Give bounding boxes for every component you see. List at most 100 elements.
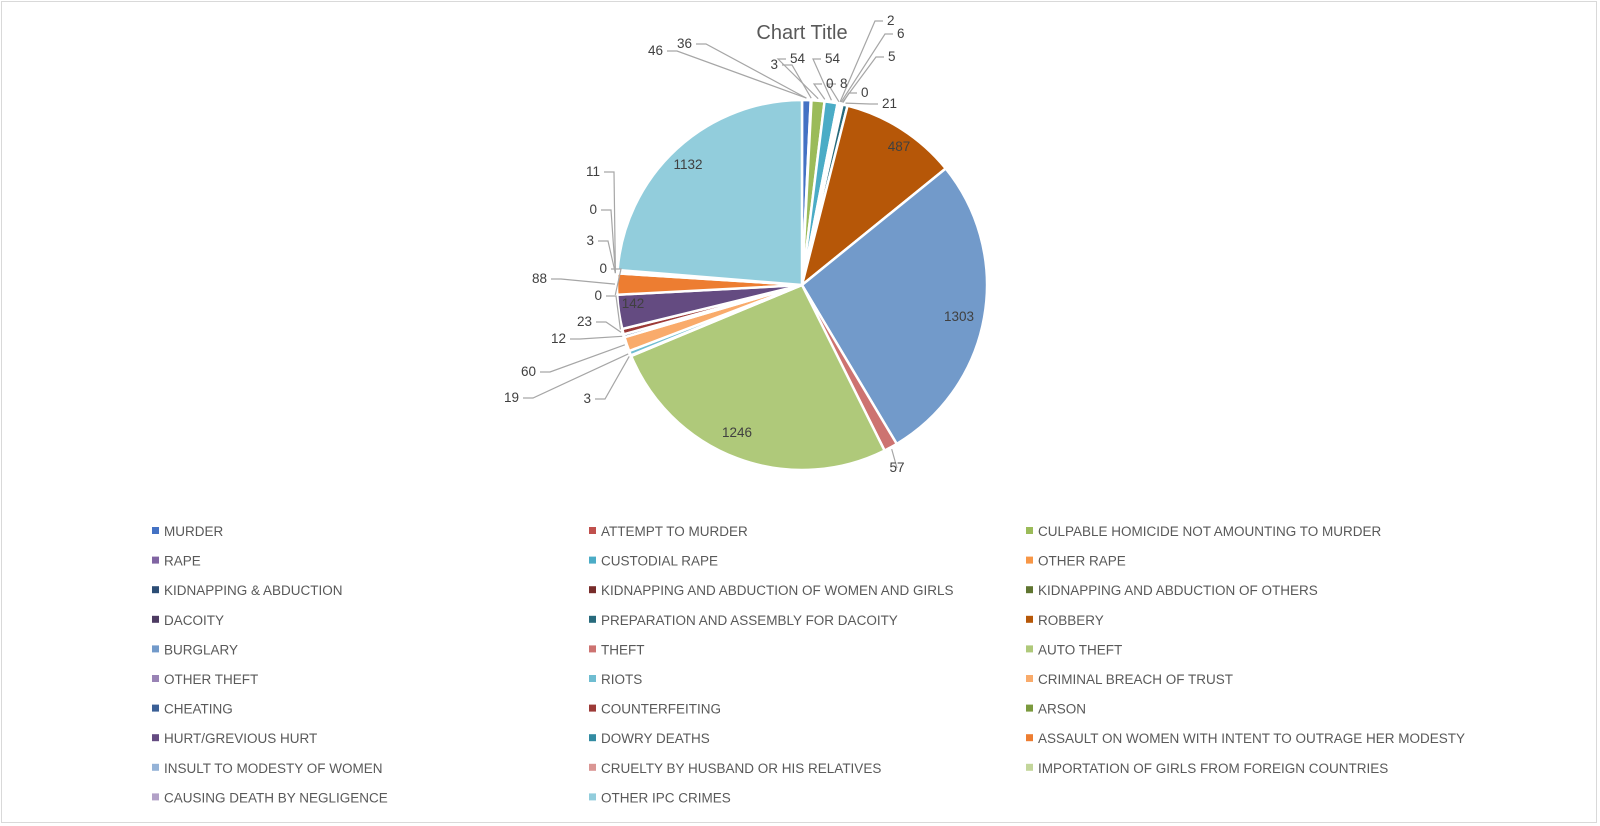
data-label: 21 — [882, 96, 897, 111]
legend-item: ASSAULT ON WOMEN WITH INTENT TO OUTRAGE … — [1026, 731, 1465, 746]
legend-item: IMPORTATION OF GIRLS FROM FOREIGN COUNTR… — [1026, 761, 1388, 776]
leader-line — [826, 83, 840, 103]
data-label: 88 — [532, 271, 547, 286]
pie-slices — [615, 98, 989, 472]
data-label: 1132 — [673, 157, 702, 172]
data-label: 60 — [521, 364, 536, 379]
legend-swatch — [152, 734, 159, 742]
legend-item: CUSTODIAL RAPE — [589, 554, 718, 569]
legend-label: CAUSING DEATH BY NEGLIGENCE — [164, 790, 388, 805]
legend-label: MURDER — [164, 524, 223, 539]
leader-line — [696, 43, 807, 99]
legend-label: CRIMINAL BREACH OF TRUST — [1038, 672, 1233, 687]
data-label: 6 — [897, 26, 905, 41]
leader-line — [812, 83, 826, 100]
legend-label: AUTO THEFT — [1038, 642, 1122, 657]
leader-line — [839, 20, 883, 103]
legend-item: ATTEMPT TO MURDER — [589, 524, 748, 539]
legend-label: ARSON — [1038, 702, 1086, 717]
legend-swatch — [589, 704, 596, 712]
leader-line — [570, 335, 623, 340]
legend-swatch — [1026, 645, 1033, 653]
data-label: 11 — [586, 164, 600, 179]
leader-line — [606, 295, 621, 330]
data-label: 3 — [583, 391, 591, 406]
legend-label: COUNTERFEITING — [601, 702, 721, 717]
legend-swatch — [589, 586, 596, 594]
legend-item: CRIMINAL BREACH OF TRUST — [1026, 672, 1233, 687]
legend-swatch — [152, 586, 159, 594]
data-label: 0 — [589, 202, 597, 217]
leader-line — [812, 58, 832, 101]
legend-label: CULPABLE HOMICIDE NOT AMOUNTING TO MURDE… — [1038, 524, 1382, 539]
data-label: 3 — [586, 233, 594, 248]
legend-label: BURGLARY — [164, 642, 238, 657]
legend-item: THEFT — [589, 642, 645, 657]
slice-auto-theft — [629, 283, 886, 472]
slice-burglary — [800, 167, 989, 446]
legend-swatch — [589, 763, 596, 771]
chart-title: Chart Title — [756, 22, 847, 44]
legend-swatch — [152, 556, 159, 564]
legend-label: CUSTODIAL RAPE — [601, 554, 718, 569]
data-label: 0 — [594, 288, 602, 303]
leader-line — [845, 102, 878, 105]
data-label: 54 — [825, 51, 841, 66]
data-label: 8 — [840, 76, 848, 91]
legend-swatch — [1026, 527, 1033, 534]
legend-item: CHEATING — [152, 702, 233, 717]
leader-line — [842, 92, 857, 103]
legend-label: INSULT TO MODESTY OF WOMEN — [164, 761, 383, 776]
data-label: 19 — [504, 390, 519, 405]
leader-line — [598, 240, 616, 274]
leader-line — [782, 64, 812, 99]
legend-item: BURGLARY — [152, 642, 238, 657]
legend-label: KIDNAPPING AND ABDUCTION OF OTHERS — [1038, 583, 1318, 598]
legend-swatch — [1026, 704, 1033, 712]
leader-line — [540, 344, 626, 373]
leader-line — [551, 278, 616, 285]
leader-lines — [523, 20, 898, 469]
legend-item: CAUSING DEATH BY NEGLIGENCE — [152, 790, 388, 805]
legend-label: CHEATING — [164, 702, 233, 717]
legend-swatch — [1026, 615, 1033, 623]
data-label: 142 — [622, 296, 645, 311]
legend-item: CRUELTY BY HUSBAND OR HIS RELATIVES — [589, 761, 881, 776]
data-label: 3 — [770, 57, 778, 72]
data-label: 0 — [599, 261, 607, 276]
leader-line — [604, 171, 616, 273]
legend-swatch — [152, 645, 159, 653]
legend-label: THEFT — [601, 642, 645, 657]
legend-item: ROBBERY — [1026, 613, 1104, 628]
legend-item: OTHER IPC CRIMES — [589, 790, 731, 805]
legend-label: ASSAULT ON WOMEN WITH INTENT TO OUTRAGE … — [1038, 731, 1465, 746]
legend-item: PREPARATION AND ASSEMBLY FOR DACOITY — [589, 613, 898, 628]
legend-swatch — [1026, 556, 1033, 564]
legend-label: OTHER RAPE — [1038, 554, 1126, 569]
legend-swatch — [589, 793, 596, 801]
data-label: 5 — [888, 49, 896, 64]
legend: MURDER ATTEMPT TO MURDER CULPABLE HOMICIDE… — [152, 524, 1465, 805]
legend-label: OTHER IPC CRIMES — [601, 790, 731, 805]
legend-label: KIDNAPPING AND ABDUCTION OF WOMEN AND GI… — [601, 583, 954, 598]
legend-swatch — [1026, 586, 1033, 594]
legend-swatch — [152, 527, 159, 534]
data-labels: 46 363 54054826502148713035712463196012230… — [504, 13, 974, 475]
legend-label: RAPE — [164, 554, 201, 569]
data-label: 12 — [551, 331, 566, 346]
legend-swatch — [589, 615, 596, 623]
legend-label: DOWRY DEATHS — [601, 731, 710, 746]
legend-swatch — [1026, 734, 1033, 742]
legend-label: ATTEMPT TO MURDER — [601, 524, 748, 539]
legend-item: OTHER RAPE — [1026, 554, 1126, 569]
leader-line — [523, 353, 629, 399]
legend-swatch — [152, 675, 159, 682]
legend-item: OTHER THEFT — [152, 672, 258, 687]
leader-line — [840, 33, 893, 103]
legend-label: IMPORTATION OF GIRLS FROM FOREIGN COUNTR… — [1038, 761, 1388, 776]
legend-swatch — [152, 793, 159, 801]
data-label: 0 — [826, 76, 834, 91]
legend-swatch — [152, 763, 159, 771]
